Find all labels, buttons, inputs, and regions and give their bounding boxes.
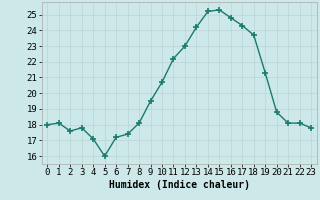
X-axis label: Humidex (Indice chaleur): Humidex (Indice chaleur)	[109, 180, 250, 190]
